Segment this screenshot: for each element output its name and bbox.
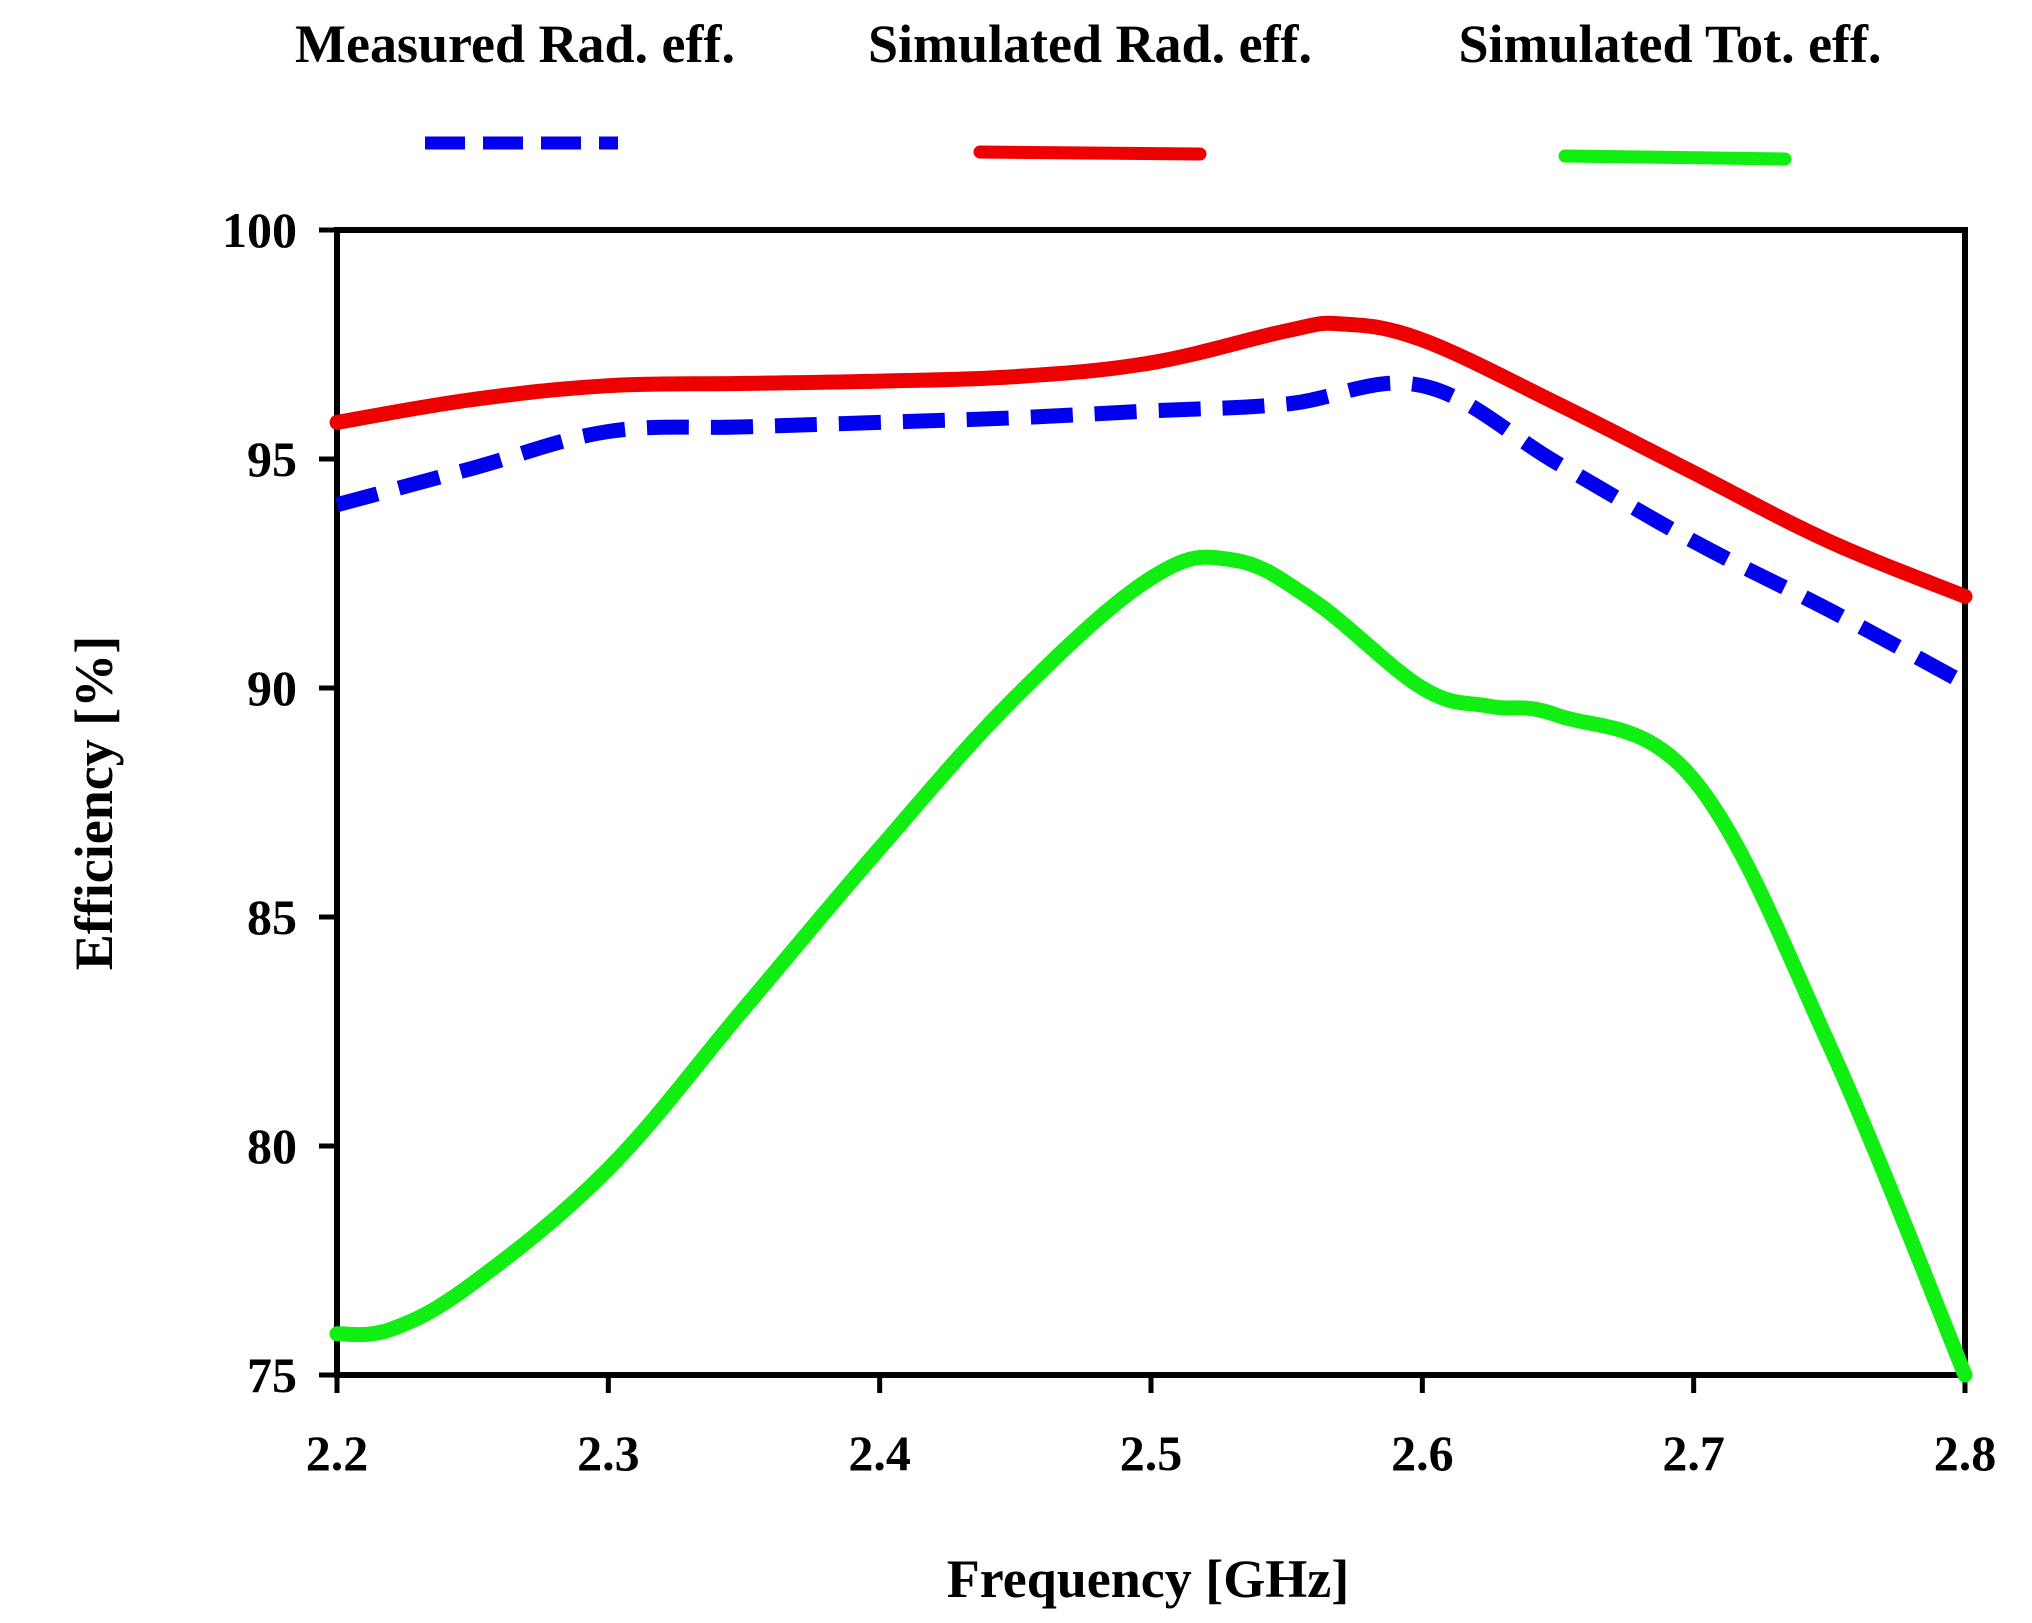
y-tick-label: 90 xyxy=(247,660,297,716)
y-tick-label: 95 xyxy=(247,431,297,487)
series-line-simulated-tot xyxy=(329,549,1973,1383)
series-line-measured-rad xyxy=(335,375,1969,690)
legend: Measured Rad. eff. Simulated Rad. eff. S… xyxy=(295,14,1882,166)
legend-label-simulated-tot: Simulated Tot. eff. xyxy=(1458,14,1881,74)
x-tick-label: 2.8 xyxy=(1934,1425,1997,1481)
y-tick-label: 100 xyxy=(222,202,297,258)
x-axis: 2.2 2.3 2.4 2.5 2.6 2.7 2.8 xyxy=(306,1375,1997,1481)
legend-swatch-simulated-tot xyxy=(1558,149,1792,166)
x-tick-label: 2.3 xyxy=(577,1425,640,1481)
legend-label-measured-rad: Measured Rad. eff. xyxy=(295,14,735,74)
x-tick-label: 2.2 xyxy=(306,1425,369,1481)
y-axis-title: Efficiency [%] xyxy=(64,636,124,970)
y-axis: 75 80 85 90 95 100 xyxy=(222,202,337,1403)
x-tick-label: 2.5 xyxy=(1120,1425,1183,1481)
y-tick-label: 80 xyxy=(247,1118,297,1174)
x-tick-label: 2.7 xyxy=(1662,1425,1725,1481)
legend-swatch-simulated-rad xyxy=(973,145,1207,161)
x-tick-label: 2.4 xyxy=(848,1425,911,1481)
x-tick-label: 2.6 xyxy=(1391,1425,1454,1481)
y-tick-label: 85 xyxy=(247,889,297,945)
series-layer xyxy=(329,315,1973,1383)
x-axis-title: Frequency [GHz] xyxy=(947,1549,1349,1609)
legend-label-simulated-rad: Simulated Rad. eff. xyxy=(868,14,1312,74)
y-tick-label: 75 xyxy=(247,1347,297,1403)
series-line-simulated-rad xyxy=(329,315,1973,604)
